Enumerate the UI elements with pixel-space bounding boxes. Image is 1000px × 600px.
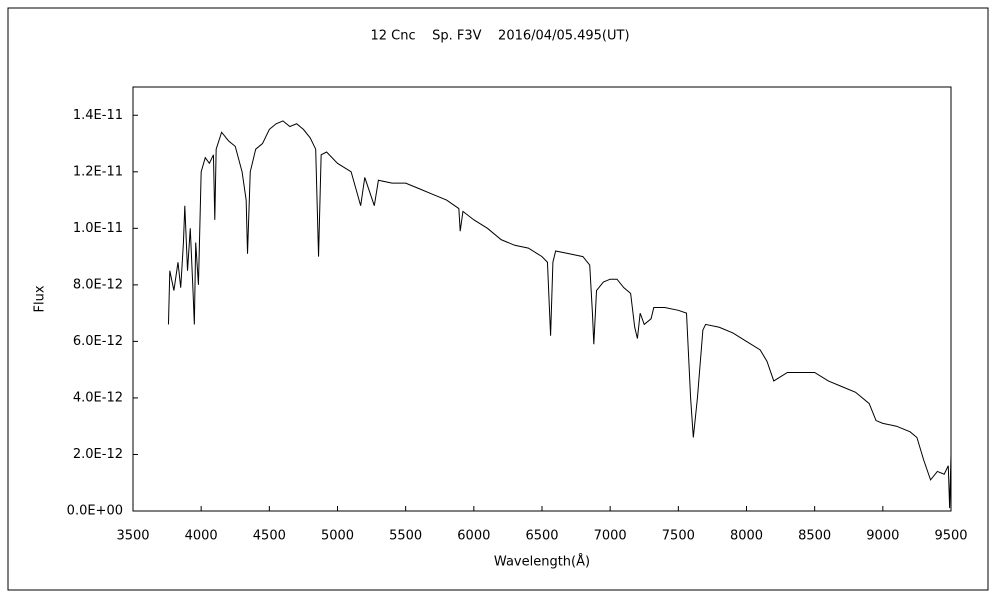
x-tick-label: 9000 [866,529,899,544]
spectrum-line [167,120,952,509]
y-tick-label: 6.0E-12 [73,334,123,349]
x-tick-label: 8500 [798,529,831,544]
x-tick-label: 4000 [185,529,218,544]
x-tick-label: 7500 [662,529,695,544]
y-tick-label: 1.2E-11 [73,164,123,179]
x-tick-label: 5500 [389,529,422,544]
x-tick-label: 6500 [525,529,558,544]
x-tick-label: 5000 [321,529,354,544]
y-tick-label: 1.0E-11 [73,221,123,236]
y-tick-label: 8.0E-12 [73,277,123,292]
x-tick-label: 3500 [116,529,149,544]
x-tick-label: 6000 [457,529,490,544]
x-tick-label: 9500 [934,529,967,544]
y-tick-label: 1.4E-11 [73,108,123,123]
x-tick-label: 4500 [253,529,286,544]
y-tick-label: 0.0E+00 [67,504,123,519]
y-axis-label: Flux [33,285,48,312]
chart-title: 12 Cnc Sp. F3V 2016/04/05.495(UT) [370,29,629,44]
x-axis-label: Wavelength(Å) [494,554,590,570]
x-tick-label: 8000 [730,529,763,544]
y-tick-label: 2.0E-12 [73,447,123,462]
x-tick-label: 7000 [594,529,627,544]
frame [7,7,989,591]
y-tick-label: 4.0E-12 [73,390,123,405]
